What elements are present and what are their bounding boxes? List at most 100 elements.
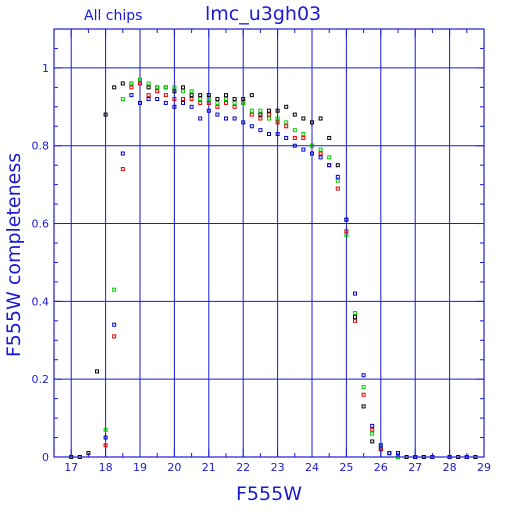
data-point (181, 97, 185, 102)
data-point (181, 89, 185, 94)
data-point (112, 334, 117, 339)
data-point (310, 143, 314, 148)
data-point (284, 104, 289, 109)
data-point (387, 451, 392, 456)
x-tick-label: 17 (64, 461, 78, 474)
data-point (344, 229, 349, 234)
data-point (292, 135, 297, 140)
data-point (163, 93, 168, 98)
data-point (224, 97, 228, 102)
data-point (120, 81, 125, 86)
data-point (292, 143, 297, 148)
data-point (103, 112, 108, 117)
grid (54, 29, 484, 457)
data-point (172, 85, 177, 90)
data-point (249, 112, 254, 117)
data-point (189, 89, 194, 94)
data-point (206, 108, 211, 113)
data-point (241, 120, 246, 125)
data-point (301, 147, 306, 152)
data-point (120, 167, 125, 172)
data-point (249, 108, 254, 113)
x-tick-label: 28 (443, 461, 457, 474)
x-tick-label: 20 (167, 461, 181, 474)
data-point (138, 100, 142, 105)
x-tick-label: 21 (202, 461, 216, 474)
x-tick-label: 27 (408, 461, 422, 474)
data-points (69, 77, 478, 459)
data-point (267, 116, 271, 121)
data-point (232, 100, 237, 105)
axis-ticks (53, 28, 485, 458)
data-point (249, 93, 254, 98)
data-point (120, 151, 125, 156)
data-point (189, 104, 194, 109)
data-point (163, 85, 168, 90)
data-point (146, 97, 151, 102)
data-point (284, 120, 289, 125)
data-point (361, 392, 366, 397)
data-point (327, 163, 332, 168)
data-point (318, 151, 323, 156)
data-point (146, 81, 151, 86)
series-1 (103, 81, 435, 459)
data-point (189, 93, 194, 98)
data-point (206, 97, 211, 102)
data-point (155, 85, 160, 90)
y-tick-label: 0.4 (32, 295, 50, 308)
data-point (275, 132, 280, 137)
chart-title: lmc_u3gh03 (205, 3, 321, 25)
data-point (95, 369, 99, 374)
data-point (275, 120, 280, 125)
data-point (103, 427, 108, 432)
data-point (224, 116, 228, 121)
y-tick-label: 0.6 (32, 218, 50, 231)
data-point (146, 93, 151, 98)
data-point (138, 81, 142, 86)
data-point (301, 116, 306, 121)
data-point (327, 155, 332, 160)
data-point (120, 97, 125, 102)
data-point (361, 373, 366, 378)
tick-labels: 17 18 19 20 21 22 23 24 25 26 27 28 29 0 0.2 0.4 0.6 0.8 1 (32, 62, 492, 474)
data-point (335, 174, 340, 179)
data-point (267, 108, 271, 113)
data-point (353, 291, 357, 296)
data-point (155, 89, 160, 94)
data-point (241, 97, 246, 102)
data-point (198, 93, 203, 98)
data-point (215, 97, 220, 102)
data-point (163, 100, 168, 105)
data-point (335, 163, 340, 168)
data-point (258, 116, 263, 121)
data-point (198, 116, 203, 121)
data-point (370, 423, 375, 428)
data-point (112, 322, 117, 327)
data-point (378, 443, 383, 448)
data-point (198, 97, 203, 102)
data-point (258, 128, 263, 133)
plot-frame (53, 28, 485, 458)
data-point (344, 217, 349, 222)
y-tick-label: 0.2 (32, 373, 50, 386)
data-point (172, 104, 177, 109)
chart-subtitle: All chips (84, 8, 142, 24)
x-tick-label: 24 (305, 461, 319, 474)
data-point (215, 104, 220, 109)
data-point (112, 287, 117, 292)
data-point (215, 100, 220, 105)
data-point (284, 124, 289, 129)
data-point (112, 85, 117, 90)
x-tick-label: 23 (271, 461, 285, 474)
data-point (198, 100, 203, 105)
data-point (318, 116, 323, 121)
data-point (267, 132, 271, 137)
data-point (232, 97, 237, 102)
data-point (353, 318, 357, 323)
data-point (344, 233, 349, 238)
data-point (155, 97, 160, 102)
data-point (284, 135, 289, 140)
data-point (232, 116, 237, 121)
data-point (224, 93, 228, 98)
data-point (370, 427, 375, 432)
